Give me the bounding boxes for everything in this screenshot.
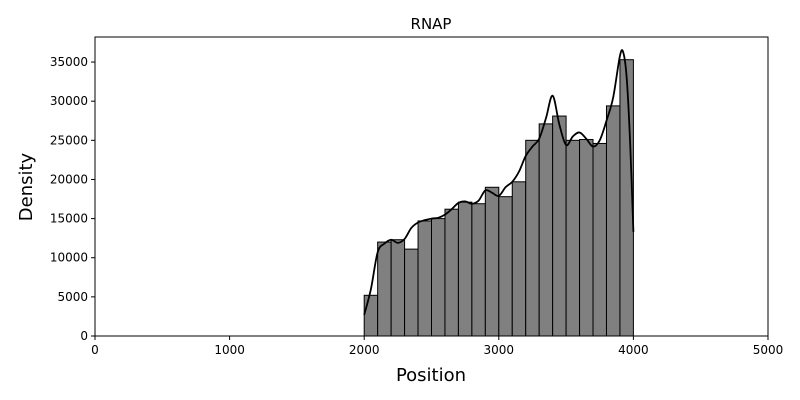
- histogram-bar: [592, 142, 607, 337]
- y-tick-label: 25000: [50, 133, 88, 147]
- histogram-bar: [605, 105, 621, 337]
- x-axis-label: Position: [396, 365, 466, 386]
- plot-frame: [94, 36, 769, 337]
- y-tick-label: 10000: [50, 251, 88, 265]
- histogram-bar: [579, 139, 594, 337]
- x-tick-label: 3000: [484, 343, 515, 357]
- histogram-bar: [511, 181, 527, 337]
- x-tick-label: 5000: [753, 343, 784, 357]
- histogram-bar: [444, 208, 459, 337]
- histogram-bar: [417, 220, 433, 337]
- histogram-bar: [390, 239, 406, 337]
- y-tick-label: 15000: [50, 212, 88, 226]
- y-tick-label: 35000: [50, 55, 88, 69]
- x-tick-label: 0: [91, 343, 99, 357]
- histogram-bar: [538, 123, 554, 337]
- x-tick-label: 2000: [349, 343, 380, 357]
- histogram-bar: [484, 186, 500, 337]
- y-tick-label: 30000: [50, 94, 88, 108]
- histogram-bar: [498, 196, 513, 337]
- histogram-bar: [363, 294, 379, 337]
- x-tick-label: 4000: [618, 343, 649, 357]
- histogram-bar: [552, 115, 567, 337]
- bars-group: [363, 59, 634, 337]
- histogram-bar: [404, 248, 419, 337]
- histogram-bar: [377, 241, 392, 337]
- x-tick-label: 1000: [214, 343, 245, 357]
- y-tick-label: 5000: [57, 290, 88, 304]
- kde-line: [363, 49, 635, 316]
- y-axis-ticks: 0 5000 10000 15000 20000 25000 30000 35000: [50, 55, 95, 343]
- y-tick-label: 20000: [50, 172, 88, 186]
- histogram-bar: [565, 139, 581, 337]
- chart-title: RNAP: [411, 15, 452, 33]
- y-axis-label: Density: [16, 152, 37, 221]
- histogram-bar: [457, 201, 473, 337]
- y-tick-label: 0: [80, 329, 88, 343]
- histogram-bar: [471, 203, 486, 337]
- histogram-bar: [525, 139, 540, 337]
- x-axis-ticks: 0 1000 2000 3000 4000 5000: [91, 336, 783, 357]
- histogram-bar: [431, 218, 446, 337]
